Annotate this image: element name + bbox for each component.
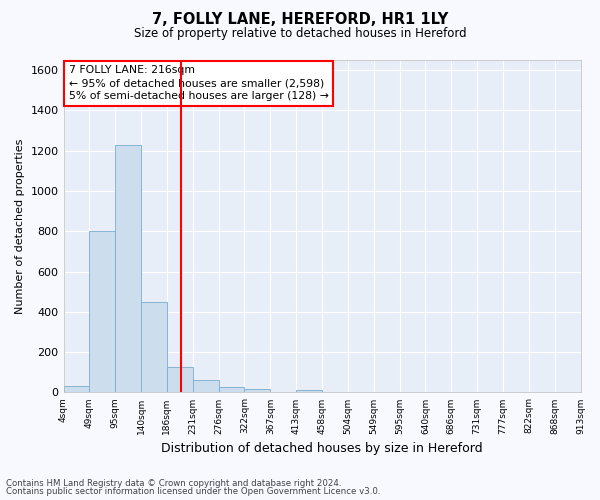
Bar — [218, 388, 244, 392]
Text: 7, FOLLY LANE, HEREFORD, HR1 1LY: 7, FOLLY LANE, HEREFORD, HR1 1LY — [152, 12, 448, 28]
Bar — [141, 302, 167, 392]
Bar — [115, 144, 141, 392]
Y-axis label: Number of detached properties: Number of detached properties — [15, 138, 25, 314]
Bar — [64, 386, 89, 392]
Bar — [89, 232, 115, 392]
X-axis label: Distribution of detached houses by size in Hereford: Distribution of detached houses by size … — [161, 442, 483, 455]
Text: Contains HM Land Registry data © Crown copyright and database right 2024.: Contains HM Land Registry data © Crown c… — [6, 478, 341, 488]
Bar — [193, 380, 218, 392]
Bar — [296, 390, 322, 392]
Text: Size of property relative to detached houses in Hereford: Size of property relative to detached ho… — [134, 28, 466, 40]
Text: Contains public sector information licensed under the Open Government Licence v3: Contains public sector information licen… — [6, 487, 380, 496]
Bar — [167, 367, 193, 392]
Text: 7 FOLLY LANE: 216sqm
← 95% of detached houses are smaller (2,598)
5% of semi-det: 7 FOLLY LANE: 216sqm ← 95% of detached h… — [69, 65, 329, 102]
Bar — [244, 390, 271, 392]
